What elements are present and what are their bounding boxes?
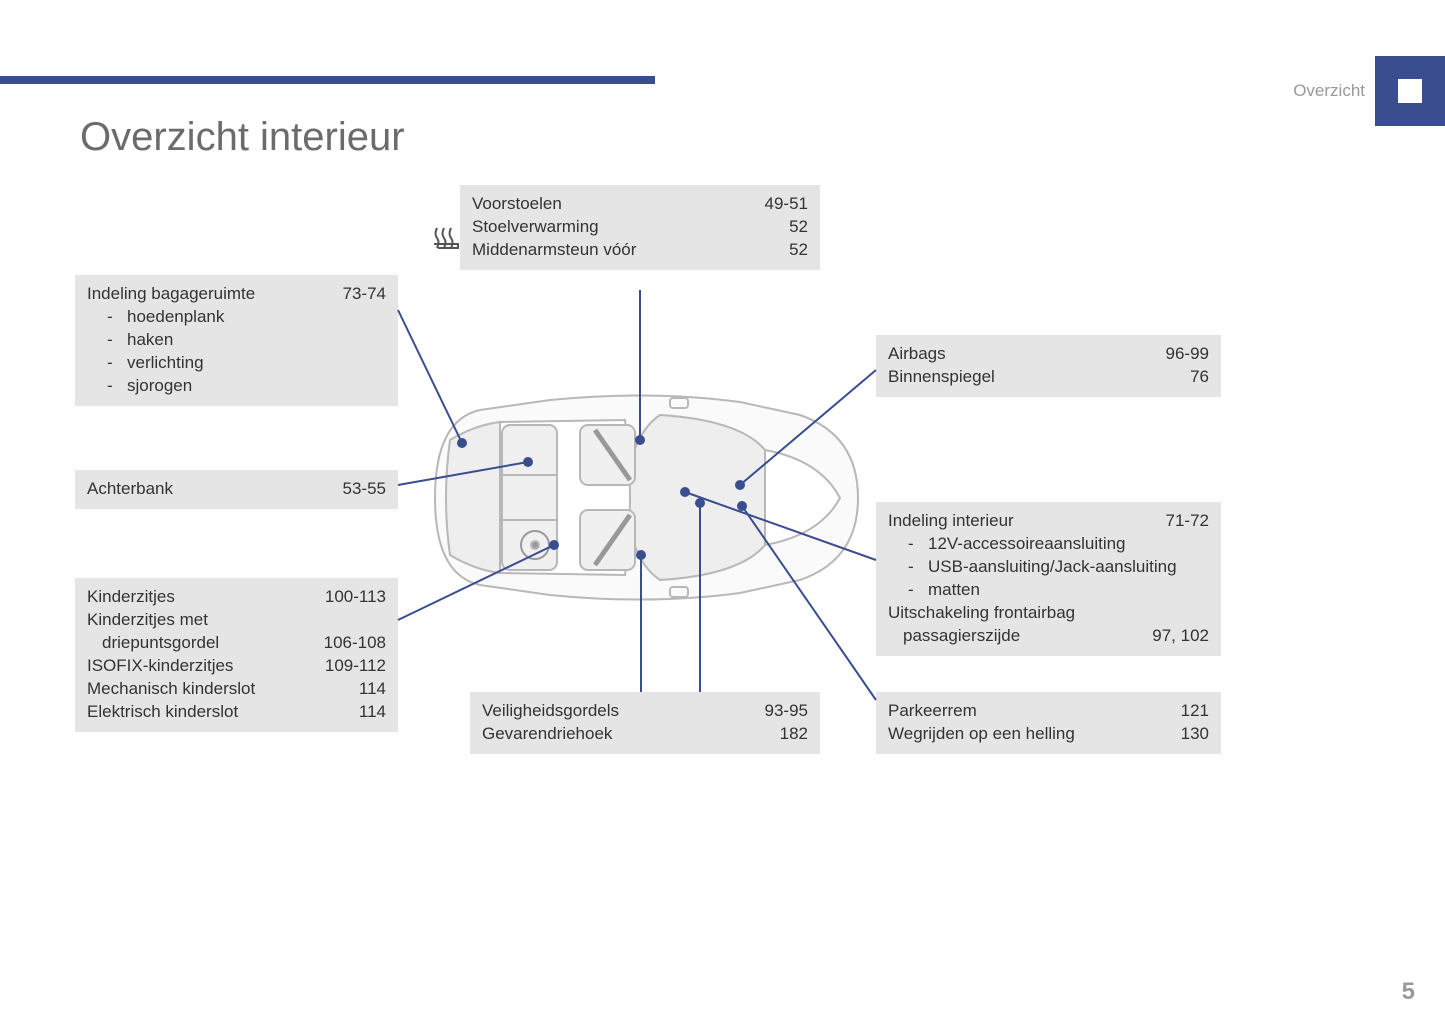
callout-interior: Indeling interieur71-72 -12V-accessoirea…	[876, 502, 1221, 656]
row-pages: 52	[777, 239, 808, 262]
row-label: Veiligheidsgordels	[482, 700, 753, 723]
row-pages: 93-95	[753, 700, 808, 723]
car-top-view-illustration	[420, 380, 870, 615]
row-label: Gevarendriehoek	[482, 723, 768, 746]
bullet-dash: -	[908, 556, 928, 579]
row-label: Wegrijden op een helling	[888, 723, 1169, 746]
row-label: Kinderzitjes	[87, 586, 313, 609]
row-label: Indeling bagageruimte	[87, 283, 331, 306]
row-pages: 97, 102	[1140, 625, 1209, 648]
row-label: Parkeerrem	[888, 700, 1169, 723]
page-number: 5	[1402, 978, 1415, 1006]
row-label: Airbags	[888, 343, 1154, 366]
row-pages: 130	[1169, 723, 1209, 746]
header-accent-bar	[0, 76, 655, 84]
row-label: Binnenspiegel	[888, 366, 1178, 389]
row-pages: 53-55	[331, 478, 386, 501]
row-label: Elektrisch kinderslot	[87, 701, 347, 724]
bullet-dash: -	[107, 352, 127, 375]
callout-front-seats: Voorstoelen49-51 Stoelverwarming52 Midde…	[460, 185, 820, 270]
row-label: Achterbank	[87, 478, 331, 501]
row-label: Middenarmsteun vóór	[472, 239, 777, 262]
row-pages: 121	[1169, 700, 1209, 723]
header-right: Overzicht	[1293, 56, 1445, 126]
row-pages: 100-113	[313, 586, 386, 609]
bullet-dash: -	[107, 306, 127, 329]
callout-seatbelts: Veiligheidsgordels93-95 Gevarendriehoek1…	[470, 692, 820, 754]
bullet-dash: -	[908, 579, 928, 602]
row-label: Stoelverwarming	[472, 216, 777, 239]
sub-item: 12V-accessoireaansluiting	[928, 533, 1126, 556]
bullet-dash: -	[908, 533, 928, 556]
row-pages: 49-51	[753, 193, 808, 216]
row-pages: 106-108	[312, 632, 386, 655]
row-label: passagierszijde	[888, 625, 1140, 648]
row-pages	[1197, 602, 1209, 625]
sub-item: hoedenplank	[127, 306, 224, 329]
sub-item: verlichting	[127, 352, 204, 375]
row-label: driepuntsgordel	[87, 632, 312, 655]
sub-item: USB-aansluiting/Jack-aansluiting	[928, 556, 1177, 579]
row-pages: 96-99	[1154, 343, 1209, 366]
row-label: ISOFIX-kinderzitjes	[87, 655, 313, 678]
callout-luggage: Indeling bagageruimte73-74 -hoedenplank …	[75, 275, 398, 406]
callout-rear-seat: Achterbank53-55	[75, 470, 398, 509]
callout-airbags: Airbags96-99 Binnenspiegel76	[876, 335, 1221, 397]
row-pages: 73-74	[331, 283, 386, 306]
section-label: Overzicht	[1293, 81, 1365, 101]
callout-child-seats: Kinderzitjes100-113 Kinderzitjes met dri…	[75, 578, 398, 732]
sub-item: matten	[928, 579, 980, 602]
row-pages: 76	[1178, 366, 1209, 389]
row-pages	[374, 609, 386, 632]
bullet-dash: -	[107, 375, 127, 398]
row-label: Mechanisch kinderslot	[87, 678, 347, 701]
row-label: Uitschakeling frontairbag	[888, 602, 1197, 625]
row-label: Kinderzitjes met	[87, 609, 374, 632]
page-title: Overzicht interieur	[80, 115, 405, 160]
sub-item: sjorogen	[127, 375, 192, 398]
row-pages: 109-112	[313, 655, 386, 678]
row-pages: 52	[777, 216, 808, 239]
sub-item: haken	[127, 329, 173, 352]
row-pages: 114	[347, 678, 386, 701]
bullet-dash: -	[107, 329, 127, 352]
row-pages: 114	[347, 701, 386, 724]
row-label: Voorstoelen	[472, 193, 753, 216]
row-pages: 182	[768, 723, 808, 746]
section-marker-inner	[1398, 79, 1422, 103]
seat-heating-icon	[432, 226, 462, 250]
row-pages: 71-72	[1154, 510, 1209, 533]
section-marker-box	[1375, 56, 1445, 126]
row-label: Indeling interieur	[888, 510, 1154, 533]
callout-parking-brake: Parkeerrem121 Wegrijden op een helling13…	[876, 692, 1221, 754]
